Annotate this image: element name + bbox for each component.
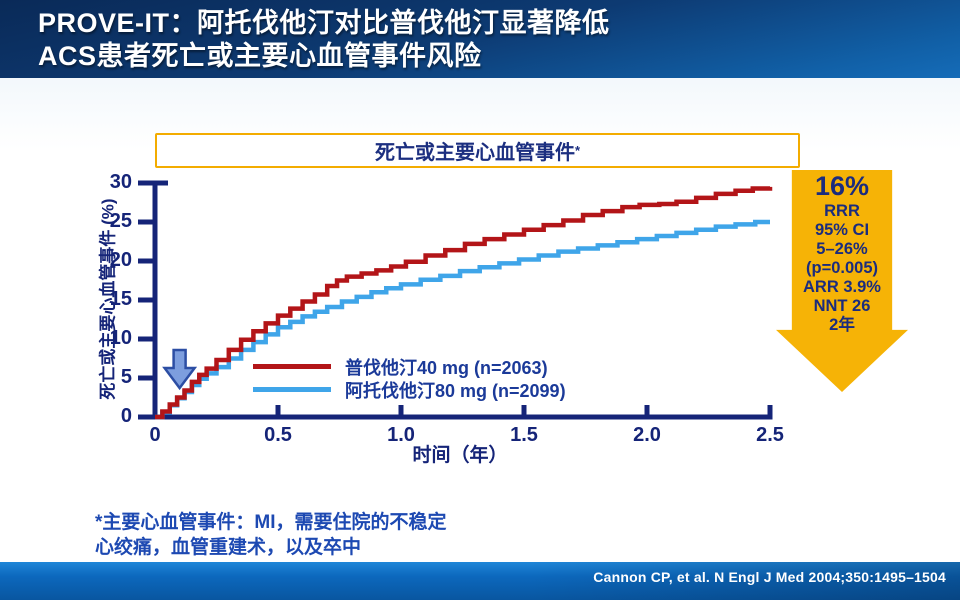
y-tick-label: 15 — [109, 288, 132, 310]
result-headline: 16% — [814, 171, 870, 201]
result-line: 95% CI — [814, 220, 870, 239]
legend-label-atorvastatin: 阿托伐他汀80 mg (n=2099) — [345, 380, 566, 401]
footnote: *主要心血管事件：MI，需要住院的不稳定 心绞痛，血管重建术，以及卒中 — [95, 511, 447, 560]
legend-line-swatch-pravastatin — [253, 364, 331, 369]
result-line: NNT 26 — [813, 297, 871, 316]
legend-label-pravastatin: 普伐他汀40 mg (n=2063) — [345, 357, 548, 378]
annotation-down-arrow-icon — [162, 348, 198, 391]
footnote-line-2: 心绞痛，血管重建术，以及卒中 — [95, 536, 362, 558]
y-tick-label: 5 — [120, 366, 132, 388]
x-axis-label: 时间（年） — [412, 445, 508, 466]
x-tick-label: 2.5 — [756, 424, 784, 446]
result-line: 5–26% — [816, 239, 868, 258]
x-tick-label: 0 — [149, 424, 161, 446]
y-tick-label: 20 — [109, 249, 132, 271]
result-line: 2年 — [829, 316, 855, 335]
y-tick-label: 0 — [120, 405, 132, 427]
result-line: RRR — [824, 201, 860, 220]
series-line-40mgn2063 — [155, 186, 773, 420]
slide-title-line-2: ACS患者死亡或主要心血管事件风险 — [38, 40, 482, 71]
slide-title-line-1: PROVE-IT：阿托伐他汀对比普伐他汀显著降低 — [38, 8, 610, 38]
result-line: (p=0.005) — [806, 259, 878, 278]
chart-title: 死亡或主要心血管事件 — [374, 142, 575, 164]
x-tick-label: 1.0 — [387, 424, 415, 446]
legend-item: 普伐他汀40 mg (n=2063) — [253, 355, 566, 378]
x-tick-label: 1.5 — [510, 424, 538, 446]
footnote-line-1: *主要心血管事件：MI，需要住院的不稳定 — [95, 512, 447, 533]
x-tick-label: 0.5 — [264, 424, 292, 446]
y-tick-label: 30 — [109, 171, 132, 193]
x-tick-label: 2.0 — [633, 424, 661, 446]
legend-line-swatch-atorvastatin — [253, 387, 331, 392]
y-tick-label: 10 — [109, 327, 132, 349]
y-axis-label: 死亡或主要心血管事件 (%) — [98, 198, 118, 400]
legend-item: 阿托伐他汀80 mg (n=2099) — [253, 378, 566, 401]
asterisk-superscript: * — [574, 143, 581, 158]
footer-bar: Cannon CP, et al. N Engl J Med 2004;350:… — [0, 562, 960, 600]
header-banner: PROVE-IT：阿托伐他汀对比普伐他汀显著降低 ACS患者死亡或主要心血管事件… — [0, 0, 960, 78]
result-line: ARR 3.9% — [803, 278, 881, 297]
y-tick-label: 25 — [109, 210, 132, 232]
citation-text: Cannon CP, et al. N Engl J Med 2004;350:… — [593, 569, 946, 585]
chart-title-box: 死亡或主要心血管事件 * — [155, 133, 800, 168]
chart-legend: 普伐他汀40 mg (n=2063) 阿托伐他汀80 mg (n=2099) — [253, 355, 566, 401]
